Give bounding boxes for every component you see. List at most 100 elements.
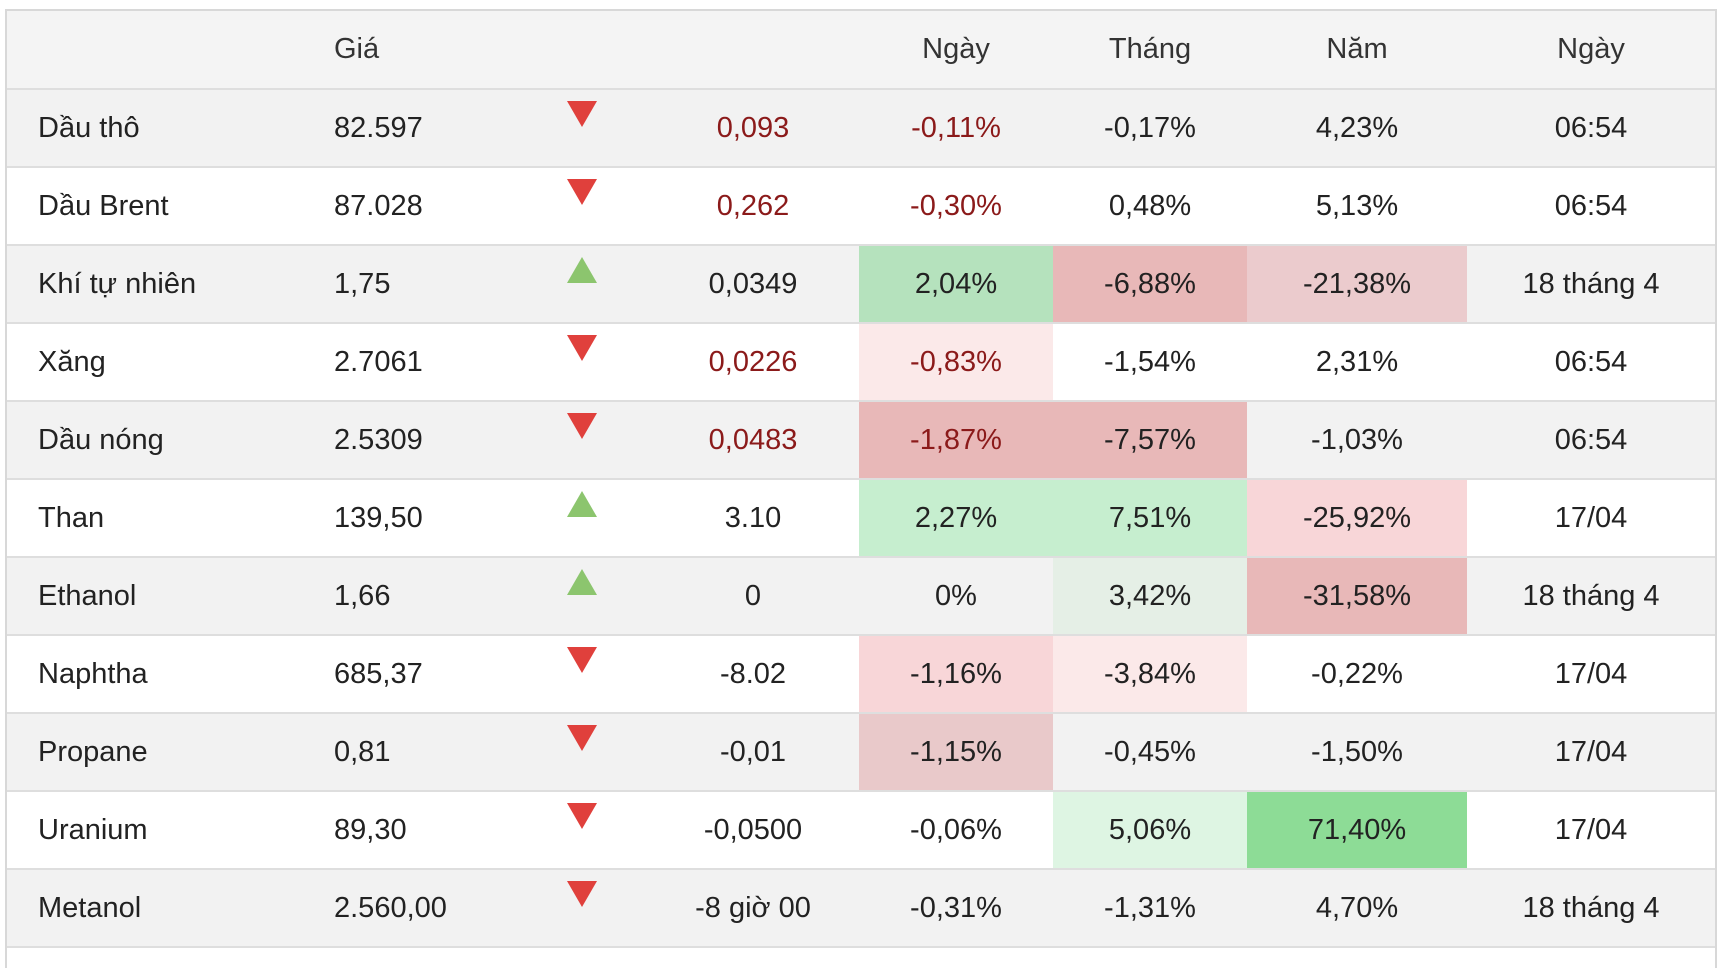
commodity-price: 1,66 [297,557,512,636]
table-row[interactable]: Khí tự nhiên 1,75 0,0349 2,04% -6,88% -2… [7,245,1715,324]
commodity-month-pct: 0,48% [1053,167,1247,246]
arrow-down-icon [567,647,597,673]
commodity-name[interactable]: Naphtha [7,635,297,714]
header-price[interactable]: Giá [297,11,512,90]
commodity-day-pct: -1,87% [859,401,1053,480]
commodity-month-pct: -6,88% [1053,245,1247,324]
trend-arrow [512,245,647,324]
commodity-name[interactable]: Dầu Brent [7,167,297,246]
commodity-name[interactable]: Than [7,479,297,558]
table-row[interactable]: Than 139,50 3.10 2,27% 7,51% -25,92% 17/… [7,479,1715,558]
commodity-time: 18 tháng 4 [1467,557,1715,636]
table-row[interactable]: Propane 0,81 -0,01 -1,15% -0,45% -1,50% … [7,713,1715,792]
table-row[interactable]: Dầu Brent 87.028 0,262 -0,30% 0,48% 5,13… [7,167,1715,246]
commodity-name[interactable]: Uranium [7,791,297,870]
commodity-month-pct: -3,84% [1053,635,1247,714]
arrow-down-icon [567,179,597,205]
commodity-time: 06:54 [1467,323,1715,402]
commodity-change: -8.02 [647,635,859,714]
commodity-price: 89,30 [297,791,512,870]
commodity-month-pct: -1,31% [1053,869,1247,948]
commodity-year-pct: 5,13% [1247,167,1467,246]
commodity-time: 18 tháng 4 [1467,245,1715,324]
commodity-price: 82.597 [297,89,512,168]
arrow-down-icon [567,881,597,907]
table-row[interactable]: Ethanol 1,66 0 0% 3,42% -31,58% 18 tháng… [7,557,1715,636]
trend-arrow [512,635,647,714]
commodity-change: -8 giờ 00 [647,869,859,948]
commodity-change: 0,262 [647,167,859,246]
commodity-time: 06:54 [1467,167,1715,246]
commodity-day-pct: -0,83% [859,323,1053,402]
commodity-time: 06:54 [1467,401,1715,480]
commodity-name[interactable]: Metanol [7,869,297,948]
commodity-year-pct: -0,22% [1247,635,1467,714]
table-body: Dầu thô 82.597 0,093 -0,11% -0,17% 4,23%… [7,89,1715,948]
trend-arrow [512,791,647,870]
commodity-day-pct: -1,16% [859,635,1053,714]
trend-arrow [512,89,647,168]
trend-arrow [512,401,647,480]
commodity-change: 0 [647,557,859,636]
commodity-month-pct: 5,06% [1053,791,1247,870]
commodity-time: 06:54 [1467,89,1715,168]
header-name [7,11,297,90]
commodity-day-pct: 2,04% [859,245,1053,324]
table-row[interactable]: Naphtha 685,37 -8.02 -1,16% -3,84% -0,22… [7,635,1715,714]
table-row[interactable]: Dầu thô 82.597 0,093 -0,11% -0,17% 4,23%… [7,89,1715,168]
commodity-name[interactable]: Ethanol [7,557,297,636]
energy-commodities-table: Giá Ngày Tháng Năm Ngày Dầu thô 82.597 0… [7,11,1715,948]
commodity-name[interactable]: Khí tự nhiên [7,245,297,324]
commodity-time: 18 tháng 4 [1467,869,1715,948]
commodity-price: 87.028 [297,167,512,246]
commodity-year-pct: -1,03% [1247,401,1467,480]
commodity-change: -0,0500 [647,791,859,870]
arrow-up-icon [567,491,597,517]
commodity-change: 0,0349 [647,245,859,324]
commodity-name[interactable]: Dầu thô [7,89,297,168]
commodity-price: 2.7061 [297,323,512,402]
trend-arrow [512,869,647,948]
header-year-change[interactable]: Năm [1247,11,1467,90]
commodity-price: 0,81 [297,713,512,792]
commodity-day-pct: -0,31% [859,869,1053,948]
table-row[interactable]: Uranium 89,30 -0,0500 -0,06% 5,06% 71,40… [7,791,1715,870]
header-month-change[interactable]: Tháng [1053,11,1247,90]
header-change [647,11,859,90]
commodity-year-pct: -25,92% [1247,479,1467,558]
arrow-down-icon [567,803,597,829]
table-row[interactable]: Metanol 2.560,00 -8 giờ 00 -0,31% -1,31%… [7,869,1715,948]
table-row[interactable]: Dầu nóng 2.5309 0,0483 -1,87% -7,57% -1,… [7,401,1715,480]
commodity-price: 685,37 [297,635,512,714]
table-row[interactable]: Xăng 2.7061 0,0226 -0,83% -1,54% 2,31% 0… [7,323,1715,402]
energy-commodities-table-container: Giá Ngày Tháng Năm Ngày Dầu thô 82.597 0… [5,9,1717,968]
trend-arrow [512,557,647,636]
arrow-down-icon [567,101,597,127]
commodity-month-pct: -7,57% [1053,401,1247,480]
commodity-day-pct: -0,06% [859,791,1053,870]
commodity-month-pct: 3,42% [1053,557,1247,636]
commodity-name[interactable]: Xăng [7,323,297,402]
commodity-change: 3.10 [647,479,859,558]
commodity-month-pct: 7,51% [1053,479,1247,558]
commodity-day-pct: -0,30% [859,167,1053,246]
commodity-day-pct: -0,11% [859,89,1053,168]
table-header: Giá Ngày Tháng Năm Ngày [7,11,1715,90]
trend-arrow [512,167,647,246]
commodity-month-pct: -1,54% [1053,323,1247,402]
trend-arrow [512,713,647,792]
commodity-name[interactable]: Dầu nóng [7,401,297,480]
trend-arrow [512,323,647,402]
commodity-name[interactable]: Propane [7,713,297,792]
commodity-price: 1,75 [297,245,512,324]
commodity-day-pct: 2,27% [859,479,1053,558]
commodity-month-pct: -0,17% [1053,89,1247,168]
header-time[interactable]: Ngày [1467,11,1715,90]
commodity-time: 17/04 [1467,635,1715,714]
commodity-time: 17/04 [1467,713,1715,792]
header-day-change[interactable]: Ngày [859,11,1053,90]
commodity-day-pct: -1,15% [859,713,1053,792]
arrow-down-icon [567,725,597,751]
header-arrow [512,11,647,90]
commodity-day-pct: 0% [859,557,1053,636]
